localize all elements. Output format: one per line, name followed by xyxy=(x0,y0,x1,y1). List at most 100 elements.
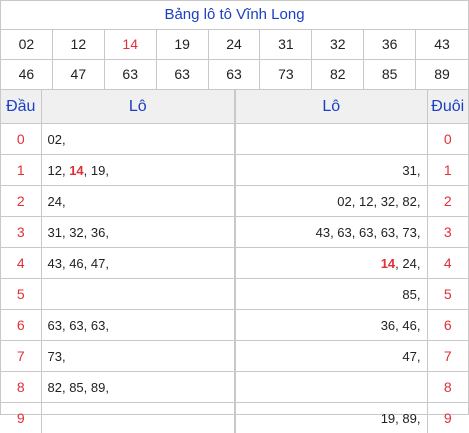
result-number: 63 xyxy=(157,60,209,90)
loto-number: 32 xyxy=(69,225,83,240)
loto-number: 43 xyxy=(316,225,330,240)
result-number: 63 xyxy=(209,60,261,90)
loto-number: 32 xyxy=(381,194,395,209)
lo-by-duoi: 31, xyxy=(235,155,427,186)
loto-number: 82 xyxy=(402,194,416,209)
dau-digit: 5 xyxy=(1,279,41,310)
dau-digit: 9 xyxy=(1,403,41,433)
result-number: 12 xyxy=(53,30,105,60)
lo-by-duoi xyxy=(235,372,427,403)
lo-by-duoi: 19, 89, xyxy=(235,403,427,433)
board-title: Bảng lô tô Vĩnh Long xyxy=(1,1,468,30)
result-number: 43 xyxy=(416,30,468,60)
result-number: 73 xyxy=(260,60,312,90)
result-number: 31 xyxy=(260,30,312,60)
loto-number: 46 xyxy=(69,256,83,271)
duoi-digit: 3 xyxy=(427,217,468,248)
result-number: 82 xyxy=(312,60,364,90)
dau-digit: 0 xyxy=(1,124,41,155)
result-number: 63 xyxy=(105,60,157,90)
loto-number: 47 xyxy=(91,256,105,271)
lo-by-duoi: 85, xyxy=(235,279,427,310)
duoi-digit: 7 xyxy=(427,341,468,372)
lo-by-duoi: 43, 63, 63, 63, 73, xyxy=(235,217,427,248)
loto-number: 63 xyxy=(381,225,395,240)
lo-by-dau xyxy=(41,279,235,310)
dau-digit: 3 xyxy=(1,217,41,248)
lo-by-duoi: 36, 46, xyxy=(235,310,427,341)
loto-number: 31 xyxy=(48,225,62,240)
loto-number: 82 xyxy=(48,380,62,395)
result-number: 47 xyxy=(53,60,105,90)
dau-digit: 6 xyxy=(1,310,41,341)
lo-by-dau xyxy=(41,403,235,433)
result-number: 89 xyxy=(416,60,468,90)
dau-digit: 8 xyxy=(1,372,41,403)
dau-digit: 2 xyxy=(1,186,41,217)
lo-by-duoi: 47, xyxy=(235,341,427,372)
result-number: 32 xyxy=(312,30,364,60)
loto-number: 02 xyxy=(337,194,351,209)
loto-number: 12 xyxy=(359,194,373,209)
lo-by-dau: 73, xyxy=(41,341,235,372)
loto-number: 14 xyxy=(69,163,83,178)
lo-by-dau: 12, 14, 19, xyxy=(41,155,235,186)
lo-by-dau: 02, xyxy=(41,124,235,155)
result-number: 02 xyxy=(1,30,53,60)
result-number: 24 xyxy=(209,30,261,60)
duoi-digit: 1 xyxy=(427,155,468,186)
loto-number: 36 xyxy=(381,318,395,333)
lo-by-dau: 63, 63, 63, xyxy=(41,310,235,341)
loto-number: 12 xyxy=(48,163,62,178)
loto-number: 24 xyxy=(402,256,416,271)
lo-by-dau: 31, 32, 36, xyxy=(41,217,235,248)
loto-number: 63 xyxy=(337,225,351,240)
lo-by-dau: 24, xyxy=(41,186,235,217)
loto-number: 73 xyxy=(402,225,416,240)
duoi-digit: 2 xyxy=(427,186,468,217)
duoi-digit: 6 xyxy=(427,310,468,341)
result-number: 46 xyxy=(1,60,53,90)
loto-number: 89 xyxy=(402,411,416,426)
loto-number: 73 xyxy=(48,349,62,364)
loto-number: 85 xyxy=(69,380,83,395)
header-dau: Đầu xyxy=(1,90,41,124)
lo-by-duoi: 02, 12, 32, 82, xyxy=(235,186,427,217)
dau-digit: 1 xyxy=(1,155,41,186)
dau-digit: 4 xyxy=(1,248,41,279)
header-duoi: Đuôi xyxy=(427,90,468,124)
duoi-digit: 4 xyxy=(427,248,468,279)
duoi-digit: 0 xyxy=(427,124,468,155)
dau-digit: 7 xyxy=(1,341,41,372)
header-lo-right: Lô xyxy=(235,90,427,124)
loto-number: 47 xyxy=(402,349,416,364)
header-lo-left: Lô xyxy=(41,90,235,124)
loto-number: 19 xyxy=(381,411,395,426)
result-number: 19 xyxy=(157,30,209,60)
loto-number: 31 xyxy=(402,163,416,178)
duoi-digit: 9 xyxy=(427,403,468,433)
result-number: 36 xyxy=(364,30,416,60)
lo-by-duoi xyxy=(235,124,427,155)
loto-number: 02 xyxy=(48,132,62,147)
loto-number: 85 xyxy=(402,287,416,302)
loto-number: 63 xyxy=(359,225,373,240)
loto-number: 19 xyxy=(91,163,105,178)
lo-by-dau: 82, 85, 89, xyxy=(41,372,235,403)
loto-number: 89 xyxy=(91,380,105,395)
lo-by-dau: 43, 46, 47, xyxy=(41,248,235,279)
result-number: 85 xyxy=(364,60,416,90)
loto-number: 36 xyxy=(91,225,105,240)
